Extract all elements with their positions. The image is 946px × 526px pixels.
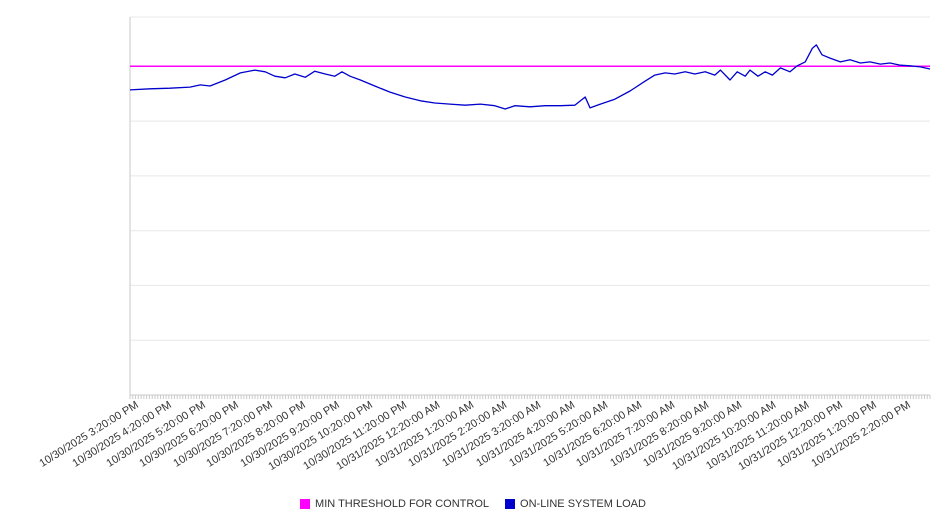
- legend-item-system-load[interactable]: ON-LINE SYSTEM LOAD: [505, 498, 646, 510]
- x-axis-label: 10/30/2025 3:20:00 PM: [37, 399, 141, 470]
- x-axis-label: 10/31/2025 1:20:00 AM: [373, 399, 477, 470]
- chart-legend: MIN THRESHOLD FOR CONTROL ON-LINE SYSTEM…: [0, 498, 946, 510]
- legend-swatch-min-threshold-icon: [300, 499, 311, 509]
- legend-label-system-load: ON-LINE SYSTEM LOAD: [520, 498, 646, 510]
- x-axis-label: 10/30/2025 7:20:00 PM: [171, 399, 275, 470]
- x-axis-label: 10/31/2025 2:20:00 AM: [406, 399, 510, 470]
- x-axis-label: 10/31/2025 6:20:00 AM: [541, 399, 644, 470]
- x-axis-label: 10/31/2025 7:20:00 AM: [574, 399, 678, 470]
- legend-label-min-threshold: MIN THRESHOLD FOR CONTROL: [315, 498, 490, 510]
- x-axis-label: 10/30/2025 9:20:00 PM: [238, 399, 342, 470]
- x-axis-label: 10/30/2025 4:20:00 PM: [70, 399, 174, 470]
- x-axis-label: 10/31/2025 1:20:00 PM: [775, 399, 879, 470]
- legend-item-min-threshold[interactable]: MIN THRESHOLD FOR CONTROL: [300, 498, 489, 510]
- x-axis-label: 10/30/2025 10:20:00 PM: [266, 399, 376, 474]
- load-chart: [129, 16, 931, 399]
- x-axis-label: 10/31/2025 3:20:00 AM: [440, 399, 544, 470]
- x-axis-label: 10/31/2025 2:20:00 PM: [809, 399, 913, 470]
- x-axis-label: 10/31/2025 12:20:00 PM: [736, 399, 846, 474]
- x-axis-label: 10/31/2025 9:20:00 AM: [641, 399, 745, 470]
- x-axis-label: 10/31/2025 12:20:00 AM: [334, 399, 443, 473]
- x-axis-label: 10/31/2025 4:20:00 AM: [473, 399, 577, 470]
- x-axis-label: 10/31/2025 11:20:00 AM: [704, 399, 812, 473]
- legend-swatch-system-load-icon: [505, 499, 516, 509]
- x-axis-label: 10/30/2025 11:20:00 PM: [301, 399, 409, 473]
- x-axis-label: 10/30/2025 8:20:00 PM: [204, 399, 309, 470]
- x-axis-label: 10/31/2025 10:20:00 AM: [670, 399, 779, 473]
- load-line: [129, 44, 931, 110]
- x-axis-label: 10/30/2025 6:20:00 PM: [137, 399, 242, 470]
- x-axis-label: 10/31/2025 5:20:00 AM: [507, 399, 611, 470]
- x-axis-label: 10/31/2025 8:20:00 AM: [608, 399, 711, 470]
- x-axis-label: 10/30/2025 5:20:00 PM: [104, 399, 208, 470]
